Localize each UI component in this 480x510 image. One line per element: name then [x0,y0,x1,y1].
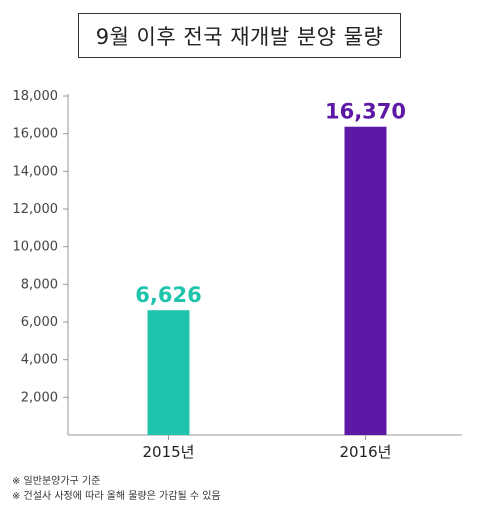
data-labels: 6,626 16,370 [135,100,406,308]
bars [147,126,387,435]
y-tick-label: 6,000 [21,315,58,330]
bar-2 [344,126,387,435]
y-tick-label: 12,000 [13,202,59,217]
bar-1 [147,310,190,435]
footnotes: ※ 일반분양가구 기준 ※ 건설사 사정에 따라 올해 물량은 가감될 수 있음 [12,474,221,504]
y-tick-label: 18,000 [13,89,59,104]
category-label-1: 2015년 [143,443,195,461]
category-labels: 2015년 2016년 [143,435,392,461]
data-label-2: 16,370 [325,100,406,124]
bar-chart: 2,000 4,000 6,000 8,000 10,000 12,000 14,000 16… [13,89,462,461]
footnote-2: ※ 건설사 사정에 따라 올해 물량은 가감될 수 있음 [12,491,221,502]
y-axis-ticks: 2,000 4,000 6,000 8,000 10,000 12,000 14,000 16… [13,89,68,405]
y-tick-label: 2,000 [21,390,58,405]
y-tick-label: 14,000 [13,164,59,179]
y-tick-label: 16,000 [13,127,59,142]
y-tick-label: 8,000 [21,277,58,292]
y-tick-label: 10,000 [13,240,59,255]
category-label-2: 2016년 [340,443,392,461]
y-tick-label: 4,000 [21,353,58,368]
data-label-1: 6,626 [135,283,201,307]
axes [67,94,462,436]
chart-title: 9월 이후 전국 재개발 분양 물량 [78,13,401,58]
footnote-1: ※ 일반분양가구 기준 [12,476,101,487]
